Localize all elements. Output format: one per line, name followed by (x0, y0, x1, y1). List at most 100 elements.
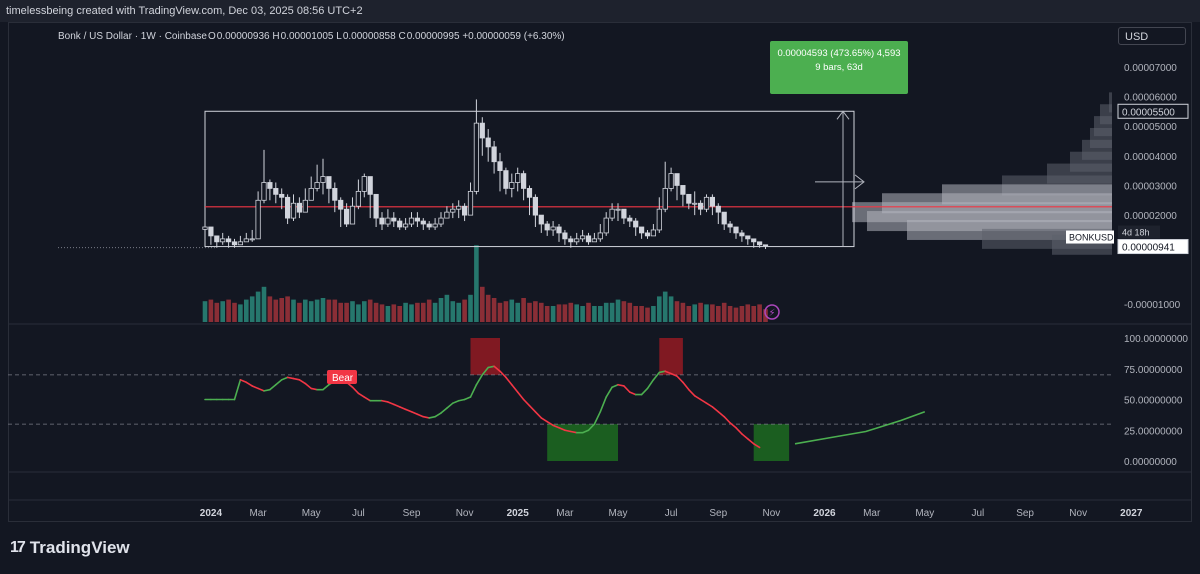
indicator-tick-label: 25.00000000 (1124, 426, 1183, 437)
volume-bar (403, 302, 408, 322)
volume-bar (320, 298, 326, 322)
indicator-segment (682, 381, 690, 391)
indicator-segment (558, 426, 566, 432)
volume-bar (326, 299, 332, 322)
candle-body (343, 208, 350, 225)
volume-bar (291, 299, 296, 322)
candle-body (231, 241, 238, 246)
price-highlight-label: 0.00000941 (1122, 243, 1175, 254)
indicator-segment (505, 376, 513, 386)
measure-tooltip-line2: 9 bars, 63d (815, 62, 863, 73)
volume-bar (710, 304, 715, 322)
volume-bar (751, 306, 756, 322)
candle-body (450, 208, 456, 213)
indicator-segment (428, 415, 436, 419)
measure-tooltip-line1: 0.00004593 (473.65%) 4,593 (777, 48, 900, 59)
time-tick-label: Nov (763, 508, 781, 519)
volume-bar (739, 306, 745, 322)
indicator-segment (623, 385, 631, 393)
indicator-segment (392, 403, 401, 408)
volume-bar (202, 301, 208, 322)
volume-bar (586, 302, 591, 322)
indicator-segment (286, 376, 295, 380)
indicator-segment (593, 410, 602, 425)
volume-bar (662, 291, 668, 322)
volume-bar (515, 302, 520, 322)
indicator-segment (263, 388, 271, 392)
volume-bar (297, 302, 302, 322)
volume-bar (438, 298, 444, 322)
indicator-segment (552, 424, 560, 429)
indicator-segment (381, 399, 389, 403)
candle-body (361, 176, 367, 192)
candle-body (208, 226, 214, 237)
indicator-segment (546, 420, 554, 427)
indicator-segment (711, 406, 720, 413)
indicator-segment (646, 379, 655, 390)
overbought-zone (659, 338, 683, 375)
candle-body (332, 188, 338, 201)
flash-icon (764, 304, 780, 320)
indicator-tick-label: 0.00000000 (1124, 457, 1177, 468)
oversold-zone (547, 424, 618, 461)
candle-body (556, 226, 562, 234)
indicator-segment (569, 430, 578, 434)
candle-body (237, 241, 243, 246)
volume-bar (580, 306, 585, 322)
indicator-segment (363, 396, 372, 402)
volume-bar (338, 302, 343, 322)
indicator-segment (729, 422, 737, 429)
candle-body (745, 235, 751, 240)
indicator-segment (564, 429, 572, 433)
candle-body (485, 137, 491, 148)
volume-bar (379, 304, 385, 322)
indicator-segment (280, 376, 289, 381)
currency-selector[interactable]: USD (1118, 27, 1186, 45)
candle-body (220, 238, 226, 243)
candle-body (544, 223, 550, 231)
indicator-tick-label: 100.00000000 (1124, 334, 1188, 345)
candle-body (402, 223, 409, 228)
candle-body (379, 217, 385, 225)
indicator-segment (617, 383, 625, 387)
candle-body (391, 217, 397, 222)
bear-signal-label: Bear (332, 373, 354, 384)
candle-body (568, 238, 574, 243)
volume-bar (344, 302, 349, 322)
indicator-segment (251, 385, 259, 390)
price-tick-label: 0.00002000 (1124, 211, 1177, 222)
candle-body (290, 202, 297, 219)
indicator-segment (257, 387, 265, 392)
volume-bar (521, 298, 526, 322)
candle-body (420, 220, 426, 225)
candle-body (668, 173, 674, 189)
candle-body (314, 182, 320, 189)
candle-body (509, 182, 515, 189)
candle-body (432, 223, 438, 228)
indicator-segment (298, 379, 307, 385)
volume-bar (727, 306, 733, 322)
tradingview-logo[interactable]: 17 TradingView (10, 538, 130, 558)
candle-body (284, 196, 291, 219)
indicator-segment (628, 391, 637, 396)
indicator-segment (717, 410, 726, 418)
volume-bar (544, 306, 550, 322)
volume-bar (621, 301, 627, 322)
indicator-segment (410, 410, 419, 416)
indicator-segment (752, 442, 761, 449)
indicator-tick-label: 75.00000000 (1124, 365, 1183, 376)
candle-body (385, 217, 391, 225)
indicator-segment (599, 396, 608, 413)
indicator-segment (652, 371, 661, 381)
volume-bar (480, 286, 485, 322)
candle-body (338, 199, 344, 210)
indicator-segment (522, 398, 531, 407)
volume-bar (332, 299, 338, 322)
bear-signal-box (327, 370, 357, 384)
indicator-segment (245, 381, 253, 387)
indicator-segment (446, 402, 454, 409)
candle-body (456, 205, 462, 210)
countdown-box (1118, 225, 1160, 239)
candle-body (692, 202, 698, 205)
